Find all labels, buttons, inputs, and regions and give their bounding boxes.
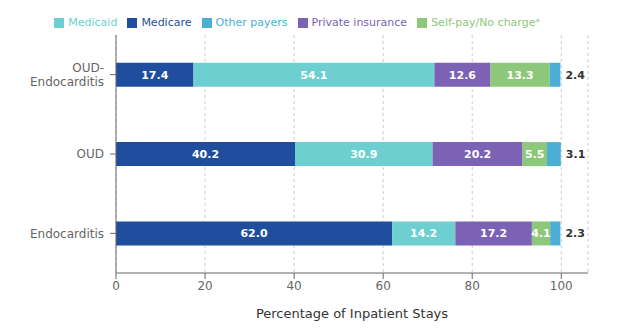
html-text:Other payers: Other payers	[215, 16, 288, 29]
svg-text:100: 100	[550, 279, 573, 293]
svg-text:17.4: 17.4	[141, 69, 168, 82]
svg-text:14.2: 14.2	[410, 227, 437, 240]
html-text:Self-pay/No chargeᵃ: Self-pay/No chargeᵃ	[431, 16, 540, 29]
svg-text:Percentage of Inpatient Stays: Percentage of Inpatient Stays	[256, 306, 448, 321]
svg-text:12.6: 12.6	[449, 69, 476, 82]
svg-text:40.2: 40.2	[192, 148, 219, 161]
svg-text:Endocarditis: Endocarditis	[30, 227, 104, 241]
svg-text:62.0: 62.0	[240, 227, 267, 240]
svg-text:60: 60	[376, 279, 391, 293]
svg-text:2.4: 2.4	[565, 69, 585, 82]
svg-text:3.1: 3.1	[566, 148, 586, 161]
svg-text:20: 20	[197, 279, 212, 293]
svg-text:5.5: 5.5	[525, 148, 545, 161]
html-text:Medicare: Medicare	[141, 16, 192, 29]
html-text:Private insurance: Private insurance	[311, 16, 408, 29]
html-text:Medicaid: Medicaid	[68, 16, 118, 29]
svg-text:30.9: 30.9	[350, 148, 377, 161]
svg-text:OUD: OUD	[77, 147, 104, 161]
svg-text:17.2: 17.2	[480, 227, 507, 240]
svg-text:80: 80	[465, 279, 480, 293]
svg-text:20.2: 20.2	[464, 148, 491, 161]
svg-text:0: 0	[112, 279, 120, 293]
svg-text:40: 40	[286, 279, 301, 293]
svg-text:2.3: 2.3	[565, 227, 585, 240]
svg-text:13.3: 13.3	[507, 69, 534, 82]
svg-text:OUD-Endocarditis: OUD-Endocarditis	[30, 61, 104, 89]
svg-text:54.1: 54.1	[300, 69, 327, 82]
svg-text:4.1: 4.1	[531, 227, 551, 240]
